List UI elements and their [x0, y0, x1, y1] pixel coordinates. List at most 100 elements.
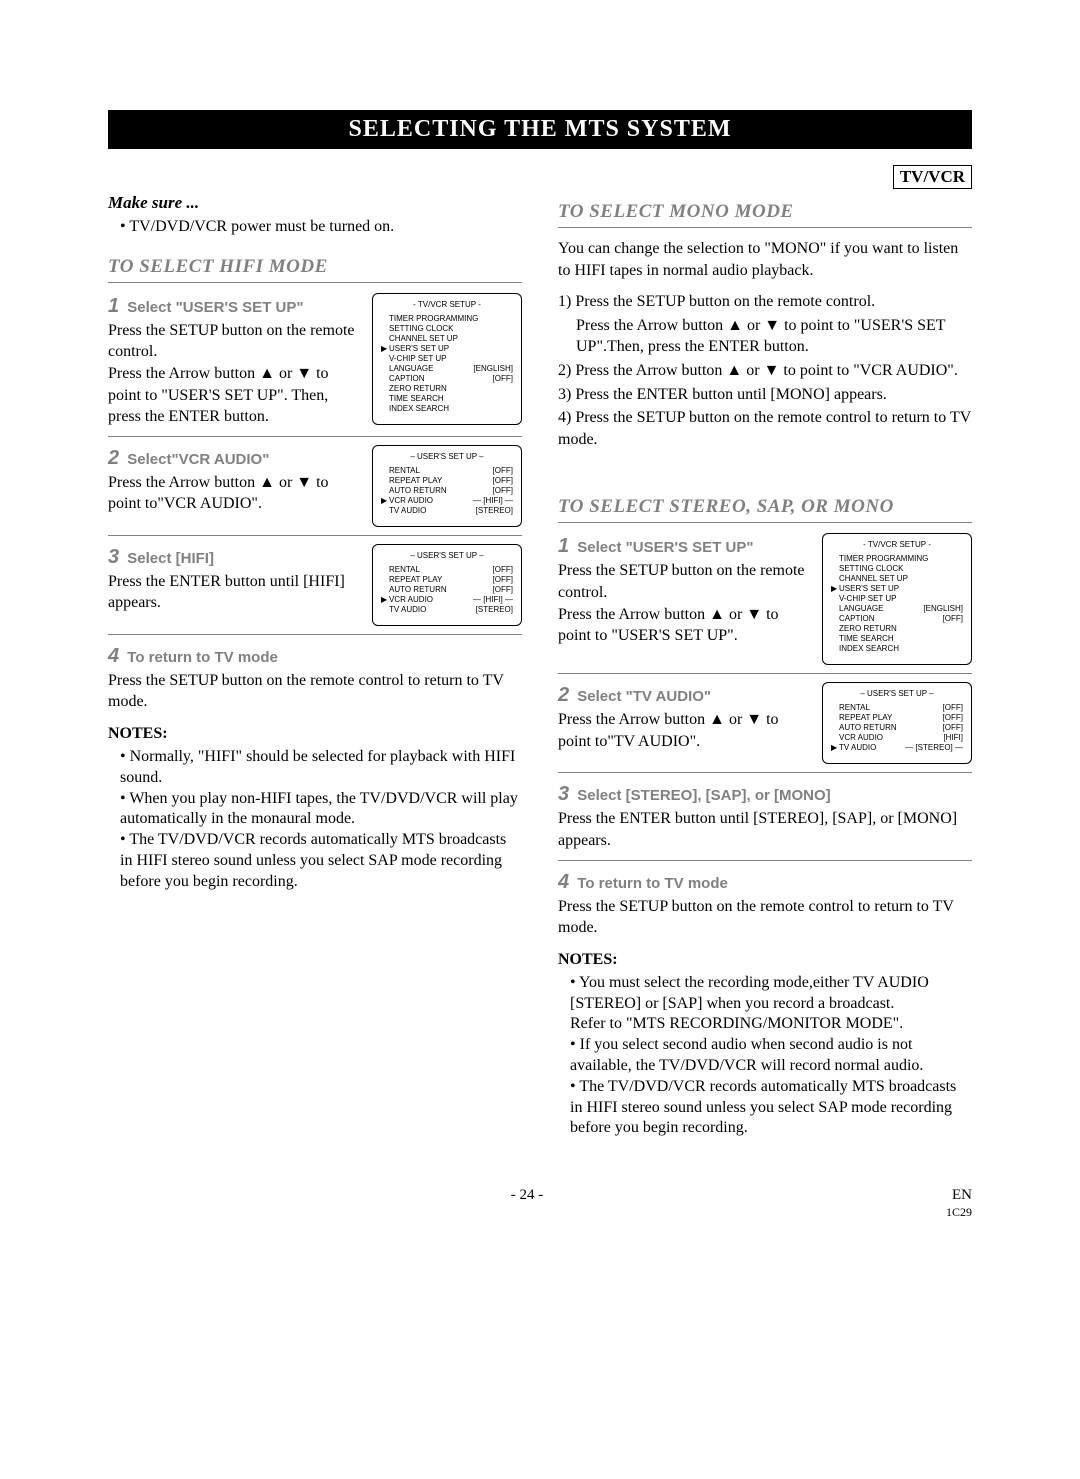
osd-row: ▶USER'S SET UP: [381, 344, 513, 354]
step: 1 Select "USER'S SET UP" Press the SETUP …: [558, 533, 972, 665]
notes-label: NOTES:: [558, 951, 972, 969]
osd-screen: – USER'S SET UP –RENTAL[OFF]REPEAT PLAY[…: [372, 544, 522, 626]
osd-row: TV AUDIO[STEREO]: [381, 605, 513, 615]
step-label: To return to TV mode: [573, 875, 728, 892]
osd-row: TV AUDIO[STEREO]: [381, 506, 513, 516]
osd-row: LANGUAGE[ENGLISH]: [381, 364, 513, 374]
osd-row: V-CHIP SET UP: [381, 354, 513, 364]
list-item: You must select the recording mode,eithe…: [570, 973, 972, 1035]
step: 4 To return to TV modePress the SETUP bu…: [108, 643, 522, 713]
osd-row: CAPTION[OFF]: [381, 374, 513, 384]
stereo-heading: TO SELECT STEREO, SAP, OR MONO: [558, 496, 972, 518]
step: 3 Select [HIFI]Press the ENTER button un…: [108, 544, 522, 626]
rule: [108, 436, 522, 437]
list-item: If you select second audio when second a…: [570, 1035, 972, 1077]
step-body: Press the SETUP button on the remote con…: [558, 896, 972, 939]
osd-title: – USER'S SET UP –: [831, 689, 963, 699]
osd-title: - TV/VCR SETUP -: [831, 540, 963, 550]
osd-screen: – USER'S SET UP – RENTAL[OFF]REPEAT PLAY[…: [372, 445, 522, 527]
osd-screen: - TV/VCR SETUP - TIMER PROGRAMMINGSETTING…: [372, 293, 522, 425]
list-item: The TV/DVD/VCR records automatically MTS…: [570, 1077, 972, 1139]
osd-row: AUTO RETURN[OFF]: [831, 723, 963, 733]
osd-row: CAPTION[OFF]: [831, 614, 963, 624]
list-item: The TV/DVD/VCR records automatically MTS…: [120, 830, 522, 892]
osd-row: TIMER PROGRAMMING: [831, 554, 963, 564]
mono-intro: You can change the selection to "MONO" i…: [558, 238, 972, 281]
osd-row: ▶VCR AUDIO— [HIFI] —: [381, 496, 513, 506]
right-column: TO SELECT MONO MODE You can change the s…: [558, 193, 972, 1157]
osd-screen: - TV/VCR SETUP - TIMER PROGRAMMINGSETTING…: [822, 533, 972, 665]
osd-row: CHANNEL SET UP: [381, 334, 513, 344]
osd-row: V-CHIP SET UP: [831, 594, 963, 604]
stereo-notes: You must select the recording mode,eithe…: [558, 973, 972, 1139]
osd-row: REPEAT PLAY[OFF]: [381, 476, 513, 486]
step-number: 3: [108, 546, 119, 568]
page-number: - 24 -: [511, 1187, 544, 1221]
page-title: SELECTING THE MTS SYSTEM: [108, 110, 972, 149]
hifi-heading: TO SELECT HIFI MODE: [108, 256, 522, 278]
osd-row: REPEAT PLAY[OFF]: [831, 713, 963, 723]
step-label: Select "USER'S SET UP": [123, 299, 303, 316]
footer: - 24 - EN 1C29: [108, 1187, 972, 1221]
rule: [108, 634, 522, 635]
osd-row: ZERO RETURN: [831, 624, 963, 634]
step-label: Select [HIFI]: [123, 550, 214, 567]
osd-row: VCR AUDIO[HIFI]: [831, 733, 963, 743]
osd-title: – USER'S SET UP –: [381, 452, 513, 462]
osd-row: ▶VCR AUDIO— [HIFI] —: [381, 595, 513, 605]
step: 1 Select "USER'S SET UP"Press the SETUP …: [108, 293, 522, 428]
osd-row: TIME SEARCH: [381, 394, 513, 404]
left-column: Make sure ... TV/DVD/VCR power must be t…: [108, 193, 522, 1157]
osd-row: RENTAL[OFF]: [831, 703, 963, 713]
osd-screen: – USER'S SET UP – RENTAL[OFF]REPEAT PLAY[…: [822, 682, 972, 764]
makesure-list: TV/DVD/VCR power must be turned on.: [108, 217, 522, 238]
step: 2 Select"VCR AUDIO"Press the Arrow butto…: [108, 445, 522, 527]
rule: [108, 535, 522, 536]
step-number: 1: [558, 535, 569, 557]
step-body: Press the Arrow button ▲ or ▼ to point t…: [108, 472, 358, 515]
step: 2 Select "TV AUDIO"Press the Arrow butto…: [558, 682, 972, 764]
hifi-notes: Normally, "HIFI" should be selected for …: [108, 747, 522, 893]
list-item: TV/DVD/VCR power must be turned on.: [120, 217, 522, 238]
mono-heading: TO SELECT MONO MODE: [558, 201, 972, 223]
osd-row: SETTING CLOCK: [381, 324, 513, 334]
rule: [558, 522, 972, 523]
osd-row: TIME SEARCH: [831, 634, 963, 644]
step-number: 4: [108, 645, 119, 667]
osd-row: REPEAT PLAY[OFF]: [381, 575, 513, 585]
list-item: Press the Arrow button ▲ or ▼ to point t…: [558, 315, 972, 358]
osd-row: ▶USER'S SET UP: [831, 584, 963, 594]
step-label: Select [STEREO], [SAP], or [MONO]: [573, 787, 831, 804]
rule: [558, 673, 972, 674]
list-item: When you play non-HIFI tapes, the TV/DVD…: [120, 789, 522, 831]
osd-row: INDEX SEARCH: [831, 644, 963, 654]
osd-row: TIMER PROGRAMMING: [381, 314, 513, 324]
mono-steps: 1) Press the SETUP button on the remote …: [558, 291, 972, 450]
rule: [558, 772, 972, 773]
step-body: Press the ENTER button until [STEREO], […: [558, 808, 972, 851]
step-number: 3: [558, 783, 569, 805]
list-item: Normally, "HIFI" should be selected for …: [120, 747, 522, 789]
step: 4 To return to TV modePress the SETUP bu…: [558, 869, 972, 939]
tvvcr-badge: TV/VCR: [893, 165, 972, 189]
rule: [558, 227, 972, 228]
step-body: Press the SETUP button on the remote con…: [108, 320, 358, 428]
osd-row: SETTING CLOCK: [831, 564, 963, 574]
osd-row: LANGUAGE[ENGLISH]: [831, 604, 963, 614]
step-label: Select "TV AUDIO": [573, 688, 711, 705]
osd-row: ZERO RETURN: [381, 384, 513, 394]
list-item: 3) Press the ENTER button until [MONO] a…: [558, 384, 972, 406]
rule: [558, 860, 972, 861]
osd-row: ▶TV AUDIO— [STEREO] —: [831, 743, 963, 753]
footer-lang: EN: [952, 1187, 972, 1203]
step-body: Press the SETUP button on the remote con…: [108, 670, 522, 713]
notes-label: NOTES:: [108, 725, 522, 743]
osd-row: RENTAL[OFF]: [381, 466, 513, 476]
osd-row: CHANNEL SET UP: [831, 574, 963, 584]
osd-title: - TV/VCR SETUP -: [381, 300, 513, 310]
step-body: Press the SETUP button on the remote con…: [558, 560, 808, 646]
step-label: Select "USER'S SET UP": [573, 539, 753, 556]
osd-row: INDEX SEARCH: [381, 404, 513, 414]
footer-code: 1C29: [946, 1205, 972, 1219]
step-number: 2: [558, 684, 569, 706]
